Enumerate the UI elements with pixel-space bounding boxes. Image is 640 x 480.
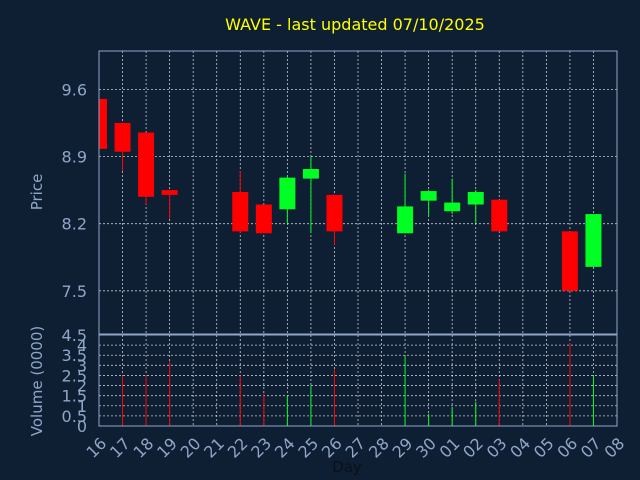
candle-body xyxy=(561,231,578,291)
candle-body xyxy=(114,122,131,152)
candle-body xyxy=(302,168,319,179)
candle-body xyxy=(255,204,272,234)
candle-body xyxy=(491,199,508,232)
volume-tick-label: 4 xyxy=(77,336,87,355)
volume-tick-labels: 00.511.522.533.544.5 xyxy=(62,326,87,436)
candle-body xyxy=(138,132,155,197)
volume-tick-label: 2 xyxy=(77,377,87,396)
price-tick-label: 8.9 xyxy=(62,148,87,167)
candle-body xyxy=(444,202,461,212)
price-axis-label: Price xyxy=(28,174,46,211)
volume-tick-label: 0.5 xyxy=(62,407,87,426)
volume-panel-frame xyxy=(98,334,618,427)
volume-tick-label: 4.5 xyxy=(62,326,87,345)
volume-tick-label: 3 xyxy=(77,356,87,375)
volume-tick-label: 2.5 xyxy=(62,366,87,385)
price-tick-label: 9.6 xyxy=(62,80,87,99)
x-axis-label: Day xyxy=(332,458,362,476)
volume-tick-label: 0 xyxy=(77,417,87,436)
candle-body xyxy=(467,192,484,205)
price-panel-frame xyxy=(98,50,618,335)
volume-bars xyxy=(122,343,594,426)
candles xyxy=(98,97,602,291)
candle-body xyxy=(397,206,414,234)
candle-body xyxy=(232,192,249,232)
volume-axis-label: Volume (0000) xyxy=(28,326,46,436)
candle-body xyxy=(420,191,437,201)
candle-body xyxy=(279,177,296,210)
volume-tick-label: 3.5 xyxy=(62,346,87,365)
volume-tick-label: 1 xyxy=(77,397,87,416)
price-tick-labels: 7.5 8.2 8.9 9.6 xyxy=(62,80,87,300)
candle-body xyxy=(585,214,602,267)
candle-body xyxy=(161,190,178,195)
volume-tick-label: 1.5 xyxy=(62,387,87,406)
candle-body xyxy=(99,98,107,149)
chart-title: WAVE - last updated 07/10/2025 xyxy=(225,15,485,34)
price-tick-label: 7.5 xyxy=(62,282,87,301)
price-tick-label: 8.2 xyxy=(62,215,87,234)
candle-body xyxy=(326,194,343,232)
